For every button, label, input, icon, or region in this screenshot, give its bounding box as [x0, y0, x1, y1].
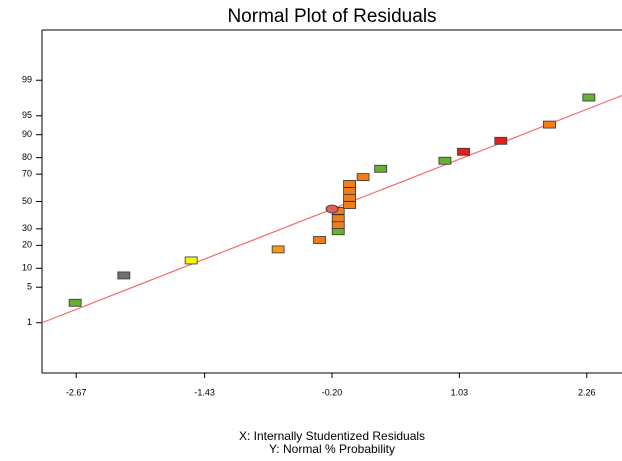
x-tick-label: -1.43	[194, 387, 215, 397]
point	[325, 204, 339, 214]
y-tick-label: 30	[22, 223, 32, 233]
chart-title: Normal Plot of Residuals	[227, 6, 436, 27]
point	[356, 173, 370, 182]
x-tick-label: 1.03	[451, 387, 469, 397]
point	[184, 256, 198, 265]
point	[343, 193, 357, 202]
point	[343, 201, 357, 209]
point	[374, 164, 388, 173]
y-tick-label: 10	[22, 263, 32, 273]
x-tick-label: -0.20	[322, 387, 343, 397]
point	[343, 180, 357, 188]
y-tick-label: 50	[22, 196, 32, 206]
point	[313, 236, 326, 244]
point	[117, 271, 131, 280]
point	[68, 298, 82, 307]
point	[494, 136, 508, 145]
point	[457, 147, 470, 156]
point	[582, 93, 596, 102]
x-tick-label: -2.67	[66, 387, 87, 397]
y-tick-label: 99	[22, 75, 32, 85]
y-tick-label: 70	[22, 169, 32, 179]
y-tick-label: 20	[22, 240, 32, 250]
y-tick-label: 1	[27, 317, 32, 327]
point	[331, 214, 345, 223]
x-tick-label: 2.26	[578, 387, 596, 397]
y-tick-label: 95	[22, 110, 32, 120]
point	[438, 156, 452, 165]
point	[543, 120, 556, 129]
y-axis-title: Y: Normal % Probability	[269, 442, 395, 456]
y-tick-label: 5	[27, 282, 32, 292]
point	[271, 245, 285, 254]
point	[343, 187, 357, 196]
point	[331, 221, 345, 229]
x-axis-title: X: Internally Studentized Residuals	[239, 429, 425, 443]
y-tick-label: 80	[22, 152, 32, 162]
y-tick-label: 90	[22, 129, 32, 139]
